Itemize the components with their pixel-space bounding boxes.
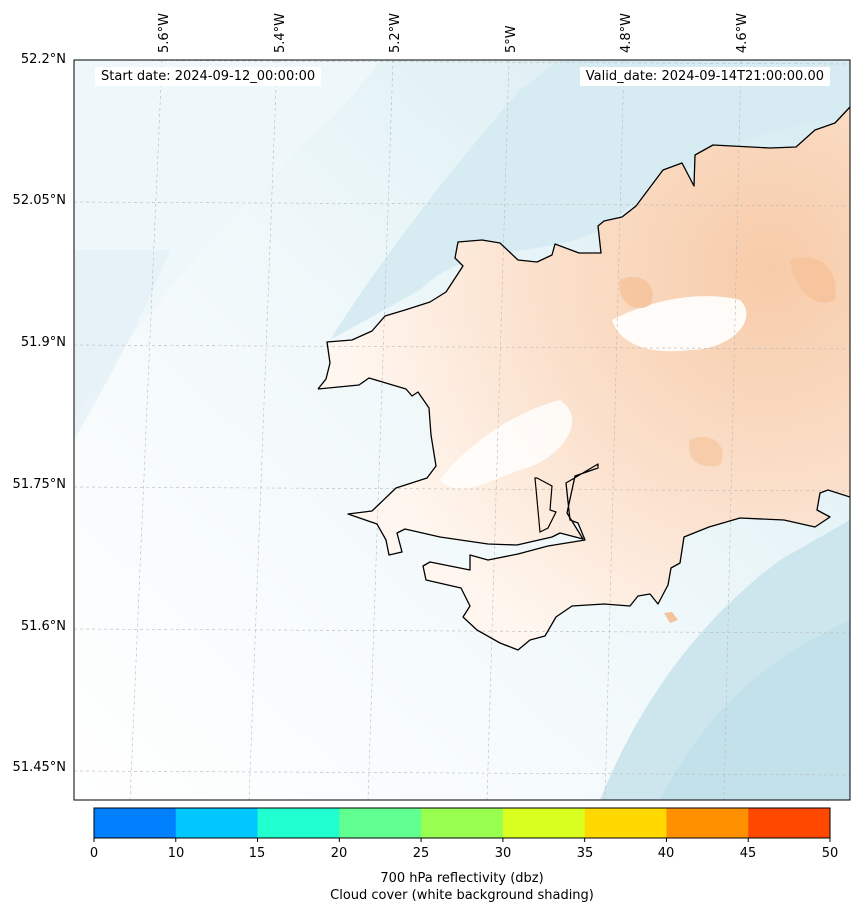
colorbar-segment xyxy=(421,808,504,838)
map-frame xyxy=(73,59,851,801)
colorbar-tick-label: 10 xyxy=(167,846,185,861)
colorbar-tick-label: 15 xyxy=(248,846,266,861)
lon-label: 5.6°W xyxy=(157,12,172,53)
lat-label: 51.6°N xyxy=(20,619,66,634)
colorbar-tick-label: 50 xyxy=(821,846,839,861)
lat-label: 51.45°N xyxy=(12,760,66,775)
coastline xyxy=(317,106,850,651)
lon-label: 4.8°W xyxy=(619,12,634,53)
colorbar-segment xyxy=(94,808,177,838)
estuary-coastline xyxy=(534,477,557,533)
lat-label: 51.75°N xyxy=(12,477,66,492)
lon-label: 5°W xyxy=(504,25,519,53)
lon-label: 5.2°W xyxy=(388,12,403,53)
colorbar-tick-label: 20 xyxy=(330,846,348,861)
lat-label: 52.2°N xyxy=(20,52,66,67)
sea-cloud-band-south-dense xyxy=(660,620,850,800)
colorbar-title: 700 hPa reflectivity (dbz) xyxy=(380,871,544,886)
colorbar-frame xyxy=(93,807,831,839)
clear-sky-patch xyxy=(440,400,573,489)
lon-label: 5.4°W xyxy=(273,12,288,53)
colorbar-segment xyxy=(257,808,340,838)
colorbar-tick-label: 0 xyxy=(89,846,99,861)
colorbar-tick-label: 35 xyxy=(576,846,594,861)
cloud-speck xyxy=(664,612,678,623)
dense-cloud-patch xyxy=(619,276,653,309)
colorbar-tick-label: 30 xyxy=(494,846,512,861)
colorbar-segment xyxy=(175,808,259,838)
sea-cloud-streak xyxy=(74,250,170,440)
sea-cloud-band-north xyxy=(330,60,850,340)
lat-label: 51.9°N xyxy=(20,335,66,350)
lat-label: 52.05°N xyxy=(12,193,66,208)
map-area xyxy=(74,60,850,800)
colorbar-segment xyxy=(502,808,586,838)
colorbar xyxy=(93,807,831,842)
colorbar-tick-label: 25 xyxy=(412,846,430,861)
sea-cloud-band-west xyxy=(74,60,380,420)
colorbar-segment xyxy=(666,808,749,838)
valid-date-label: Valid_date: 2024-09-14T21:00:00.00 xyxy=(579,67,830,86)
colorbar-tick-label: 45 xyxy=(739,846,757,861)
lon-label: 4.6°W xyxy=(735,12,750,53)
colorbar-segment xyxy=(339,808,422,838)
dense-cloud-patch xyxy=(790,257,836,303)
dense-cloud-patch xyxy=(689,436,723,467)
colorbar-segment xyxy=(748,808,831,838)
colorbar-segment xyxy=(584,808,667,838)
colorbar-tick-label: 40 xyxy=(657,846,675,861)
land-cloud-shading xyxy=(318,107,850,650)
start-date-label: Start date: 2024-09-12_00:00:00 xyxy=(95,67,322,86)
clear-sky-patch xyxy=(612,296,747,352)
colorbar-subtitle: Cloud cover (white background shading) xyxy=(330,888,594,903)
